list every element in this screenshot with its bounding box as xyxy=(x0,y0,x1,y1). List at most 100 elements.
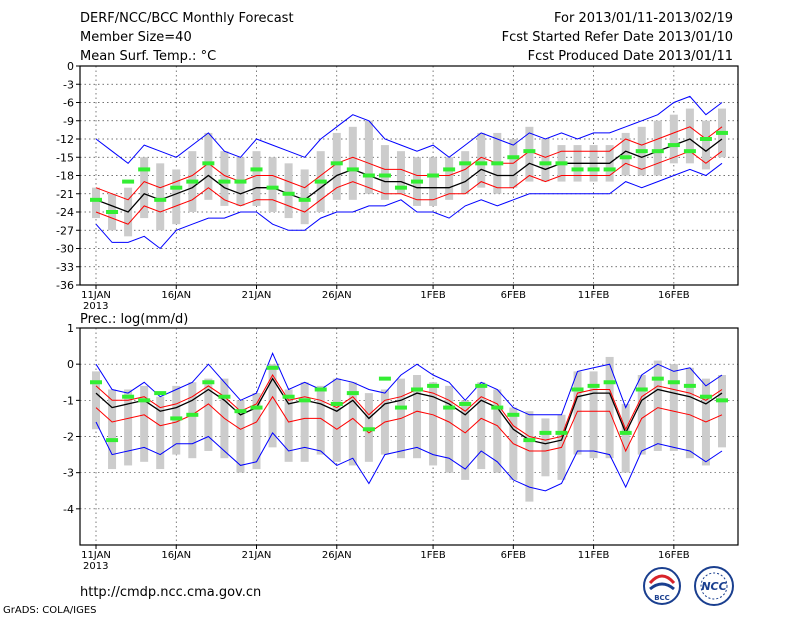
prec-spread-box-21 xyxy=(429,382,438,466)
temp-observed-marker-30 xyxy=(571,167,584,172)
temp-x-tick-label-1: 16JAN xyxy=(161,290,191,301)
prec-observed-marker-32 xyxy=(603,380,616,385)
prec-spread-box-13 xyxy=(300,382,309,462)
temp-observed-marker-24 xyxy=(475,161,488,166)
temp-spread-box-19 xyxy=(396,151,405,194)
temp-spread-box-10 xyxy=(252,151,261,206)
temp-observed-marker-1 xyxy=(106,210,119,214)
temp-y-tick-label-11: -33 xyxy=(56,261,74,274)
temp-observed-marker-11 xyxy=(266,185,279,190)
temp-observed-marker-10 xyxy=(250,167,263,172)
temp-spread-box-23 xyxy=(461,151,470,194)
prec-spread-box-39 xyxy=(718,375,726,448)
temp-line-max xyxy=(95,95,723,164)
temp-observed-marker-16 xyxy=(346,167,359,172)
temp-observed-marker-2 xyxy=(122,179,135,184)
temp-observed-marker-37 xyxy=(683,149,696,154)
temp-y-tick-label-1: -3 xyxy=(63,78,74,91)
prec-spread-box-32 xyxy=(605,356,614,459)
temp-observed-marker-33 xyxy=(619,155,632,160)
prec-observed-marker-33 xyxy=(619,430,632,435)
prec-observed-marker-14 xyxy=(314,387,327,392)
temp-observed-marker-31 xyxy=(587,167,600,172)
temp-observed-marker-26 xyxy=(507,155,520,160)
temp-x-tick-label-5: 6FEB xyxy=(501,290,526,301)
temp-y-tick-label-7: -21 xyxy=(56,188,74,201)
prec-observed-marker-23 xyxy=(459,401,472,406)
prec-line-lower xyxy=(95,395,723,453)
prec-spread-box-24 xyxy=(477,382,486,470)
temp-line-min xyxy=(95,162,723,250)
temp-line-mean xyxy=(95,138,723,213)
prec-observed-marker-35 xyxy=(651,376,664,381)
prec-observed-marker-21 xyxy=(427,383,440,388)
prec-spread-box-27 xyxy=(525,411,534,502)
prec-spread-box-12 xyxy=(284,389,293,462)
prec-observed-marker-24 xyxy=(475,383,488,388)
prec-spread-box-3 xyxy=(140,385,149,462)
prec-spread-box-34 xyxy=(637,375,646,455)
footer-url[interactable]: http://cmdp.ncc.cma.gov.cn xyxy=(80,585,261,600)
prec-observed-marker-28 xyxy=(539,430,552,435)
precip-title: Prec.: log(mm/d) xyxy=(80,312,188,327)
prec-observed-marker-15 xyxy=(330,401,343,406)
prec-observed-marker-5 xyxy=(170,416,183,421)
prec-observed-marker-16 xyxy=(346,391,359,396)
prec-observed-marker-10 xyxy=(250,405,263,410)
prec-spread-box-15 xyxy=(332,378,341,462)
prec-line-upper xyxy=(95,374,723,441)
temp-x-tick-label-2: 21JAN xyxy=(242,290,272,301)
prec-observed-marker-8 xyxy=(218,394,231,399)
prec-x-tick-label-3: 26JAN xyxy=(322,550,352,561)
prec-x-year-label: 2013 xyxy=(83,561,108,572)
member-size: Member Size=40 xyxy=(80,30,192,45)
prec-spread-box-23 xyxy=(461,400,470,480)
temp-observed-marker-32 xyxy=(603,167,616,172)
prec-x-tick-label-1: 16JAN xyxy=(161,550,191,561)
temp-observed-marker-29 xyxy=(555,161,568,166)
prec-spread-box-11 xyxy=(268,364,277,448)
temp-spread-box-38 xyxy=(701,120,710,170)
prec-observed-marker-26 xyxy=(507,412,520,417)
temp-spread-box-22 xyxy=(445,157,454,200)
temp-x-tick-label-4: 1FEB xyxy=(420,290,445,301)
prec-observed-marker-2 xyxy=(122,394,135,399)
temp-line-upper xyxy=(95,126,723,201)
forecast-started-date: Fcst Started Refer Date 2013/01/10 xyxy=(502,30,733,45)
temp-spread-box-33 xyxy=(621,132,630,176)
prec-observed-marker-38 xyxy=(699,394,712,399)
prec-observed-marker-4 xyxy=(154,391,167,396)
temp-y-tick-label-10: -30 xyxy=(56,243,74,256)
prec-y-tick-label-4: -3 xyxy=(63,467,74,480)
temp-spread-box-21 xyxy=(429,157,438,206)
temp-observed-marker-19 xyxy=(394,185,407,190)
temp-spread-box-3 xyxy=(140,157,149,219)
temp-spread-box-16 xyxy=(348,126,357,200)
temp-line-lower xyxy=(95,150,723,225)
prec-spread-box-20 xyxy=(413,375,422,459)
prec-spread-box-37 xyxy=(685,367,694,459)
prec-y-tick-label-1: 0 xyxy=(67,358,74,371)
temp-y-tick-label-0: 0 xyxy=(67,60,74,73)
prec-spread-box-14 xyxy=(316,385,325,455)
temp-x-year-label: 2013 xyxy=(83,301,108,312)
prec-spread-box-31 xyxy=(589,371,598,459)
temp-spread-box-12 xyxy=(284,163,293,219)
prec-observed-marker-31 xyxy=(587,383,600,388)
temp-spread-box-27 xyxy=(525,126,534,182)
prec-observed-marker-12 xyxy=(282,394,295,399)
temp-spread-box-36 xyxy=(669,114,678,164)
prec-spread-box-7 xyxy=(204,378,213,451)
temp-observed-marker-22 xyxy=(443,167,456,172)
temp-x-tick-label-3: 26JAN xyxy=(322,290,352,301)
prec-observed-marker-6 xyxy=(186,412,199,417)
temp-observed-marker-13 xyxy=(298,197,311,202)
temp-spread-box-24 xyxy=(477,132,486,188)
temp-observed-marker-23 xyxy=(459,161,472,166)
prec-line-max xyxy=(95,352,723,416)
prec-observed-marker-9 xyxy=(234,409,247,414)
precipitation-panel: 1 0 -1 -2 -3 -4 11JAN 16JAN 21JAN 26JAN 1FEB 6FEB 11… xyxy=(63,322,739,572)
temp-observed-marker-38 xyxy=(699,137,712,141)
prec-spread-box-30 xyxy=(573,371,582,455)
